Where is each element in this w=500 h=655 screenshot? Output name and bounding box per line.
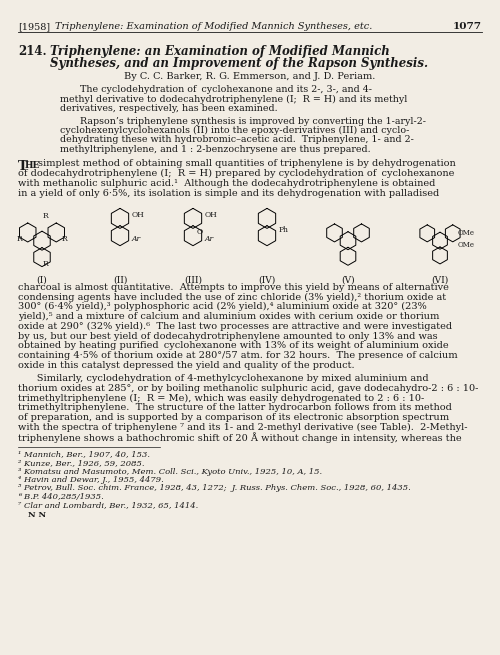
Text: (V): (V)	[341, 276, 355, 285]
Text: oxide in this catalyst depressed the yield and quality of the product.: oxide in this catalyst depressed the yie…	[18, 361, 354, 370]
Text: OH: OH	[205, 212, 218, 219]
Text: ⁵ Petrov, Bull. Soc. chim. France, 1928, 43, 1272;  J. Russ. Phys. Chem. Soc., 1: ⁵ Petrov, Bull. Soc. chim. France, 1928,…	[18, 485, 411, 493]
Text: (I): (I)	[36, 276, 48, 285]
Text: Triphenylene: Examination of Modified Mannich Syntheses, etc.: Triphenylene: Examination of Modified Ma…	[55, 22, 372, 31]
Text: of dodecahydrotriphenylene (I;  R = H) prepared by cyclodehydration of  cyclohex: of dodecahydrotriphenylene (I; R = H) pr…	[18, 169, 454, 178]
Text: (VI): (VI)	[432, 276, 448, 285]
Text: (III): (III)	[184, 276, 202, 285]
Text: ⁷ Clar and Lombardi, Ber., 1932, 65, 1414.: ⁷ Clar and Lombardi, Ber., 1932, 65, 141…	[18, 502, 198, 510]
Text: 1077: 1077	[453, 22, 482, 31]
Text: derivatives, respectively, has been examined.: derivatives, respectively, has been exam…	[60, 104, 278, 113]
Text: with methanolic sulphuric acid.¹  Although the dodecahydrotriphenylene is obtain: with methanolic sulphuric acid.¹ Althoug…	[18, 179, 436, 188]
Text: OMe: OMe	[458, 241, 474, 249]
Text: yield),⁵ and a mixture of calcium and aluminium oxides with cerium oxide or thor: yield),⁵ and a mixture of calcium and al…	[18, 312, 440, 321]
Text: [1958]: [1958]	[18, 22, 50, 31]
Text: R: R	[17, 234, 22, 243]
Text: R: R	[42, 260, 48, 268]
Text: O: O	[197, 228, 203, 236]
Text: containing 4·5% of thorium oxide at 280°/57 atm. for 32 hours.  The presence of : containing 4·5% of thorium oxide at 280°…	[18, 351, 458, 360]
Text: simplest method of obtaining small quantities of triphenylene is by dehydrogenat: simplest method of obtaining small quant…	[38, 160, 456, 168]
Text: HE: HE	[25, 160, 40, 170]
Text: ³ Komatsu and Masumoto, Mem. Coll. Sci., Kyoto Univ., 1925, 10, A, 15.: ³ Komatsu and Masumoto, Mem. Coll. Sci.,…	[18, 468, 322, 476]
Text: thorium oxides at 285°, or by boiling methanolic sulphuric acid, gave dodecahydr: thorium oxides at 285°, or by boiling me…	[18, 384, 478, 393]
Text: R: R	[42, 212, 48, 220]
Text: methyltriphenylene, and 1 : 2-benzochrysene are thus prepared.: methyltriphenylene, and 1 : 2-benzochrys…	[60, 145, 370, 154]
Text: (II): (II)	[113, 276, 127, 285]
Text: 214.: 214.	[18, 45, 46, 58]
Text: T: T	[18, 160, 28, 172]
Text: triphenylene shows a bathochromic shift of 20 Å without change in intensity, whe: triphenylene shows a bathochromic shift …	[18, 433, 462, 443]
Text: Triphenylene: an Examination of Modified Mannich: Triphenylene: an Examination of Modified…	[50, 45, 390, 58]
Text: by us, but our best yield of dodecahydrotriphenylene amounted to only 13% and wa: by us, but our best yield of dodecahydro…	[18, 331, 438, 341]
Text: ⁶ B.P. 440,285/1935.: ⁶ B.P. 440,285/1935.	[18, 493, 104, 501]
Text: ⁴ Havin and Dewar, J., 1955, 4479.: ⁴ Havin and Dewar, J., 1955, 4479.	[18, 476, 164, 484]
Text: Syntheses, and an Improvement of the Rapson Synthesis.: Syntheses, and an Improvement of the Rap…	[50, 57, 428, 70]
Text: of preparation, and is supported by a comparison of its electronic absorption sp: of preparation, and is supported by a co…	[18, 413, 449, 422]
Text: trimethyltriphenylene (I;  R = Me), which was easily dehydrogenated to 2 : 6 : 1: trimethyltriphenylene (I; R = Me), which…	[18, 394, 424, 403]
Text: By C. C. Barker, R. G. Emmerson, and J. D. Periam.: By C. C. Barker, R. G. Emmerson, and J. …	[124, 72, 376, 81]
Text: dehydrating these with hydrobromic–acetic acid.  Triphenylene, 1- and 2-: dehydrating these with hydrobromic–aceti…	[60, 136, 414, 145]
Text: (IV): (IV)	[258, 276, 276, 285]
Text: obtained by heating purified  cyclohexanone with 13% of its weight of aluminium : obtained by heating purified cyclohexano…	[18, 341, 448, 350]
Text: with the spectra of triphenylene ⁷ and its 1- and 2-methyl derivative (see Table: with the spectra of triphenylene ⁷ and i…	[18, 423, 468, 432]
Text: charcoal is almost quantitative.  Attempts to improve this yield by means of alt: charcoal is almost quantitative. Attempt…	[18, 283, 449, 291]
Text: ² Kunze, Ber., 1926, 59, 2085.: ² Kunze, Ber., 1926, 59, 2085.	[18, 459, 144, 467]
Text: in a yield of only 6·5%, its isolation is simple and its dehydrogenation with pa: in a yield of only 6·5%, its isolation i…	[18, 189, 440, 198]
Text: cyclohexenylcyclohexanols (II) into the epoxy-derivatives (III) and cyclo-: cyclohexenylcyclohexanols (II) into the …	[60, 126, 410, 135]
Text: Rapson’s triphenylene synthesis is improved by converting the 1-aryl-2-: Rapson’s triphenylene synthesis is impro…	[80, 117, 426, 126]
Text: Ar: Ar	[132, 234, 141, 243]
Text: oxide at 290° (32% yield).⁶  The last two processes are attractive and were inve: oxide at 290° (32% yield).⁶ The last two…	[18, 322, 452, 331]
Text: ¹ Mannich, Ber., 1907, 40, 153.: ¹ Mannich, Ber., 1907, 40, 153.	[18, 451, 150, 458]
Text: 300° (6·4% yield),³ polyphosphoric acid (2% yield),⁴ aluminium oxide at 320° (23: 300° (6·4% yield),³ polyphosphoric acid …	[18, 303, 427, 311]
Text: trimethyltriphenylene.  The structure of the latter hydrocarbon follows from its: trimethyltriphenylene. The structure of …	[18, 403, 452, 412]
Text: Similarly, cyclodehydration of 4-methylcyclohexanone by mixed aluminium and: Similarly, cyclodehydration of 4-methylc…	[18, 374, 428, 383]
Text: OH: OH	[132, 212, 145, 219]
Text: condensing agents have included the use of zinc chloride (3% yield),² thorium ox: condensing agents have included the use …	[18, 293, 446, 301]
Text: Ar: Ar	[205, 234, 214, 243]
Text: OMe: OMe	[458, 229, 474, 237]
Text: R: R	[62, 234, 67, 243]
Text: The cyclodehydration of  cyclohexanone and its 2-, 3-, and 4-: The cyclodehydration of cyclohexanone an…	[80, 85, 372, 94]
Text: methyl derivative to dodecahydrotriphenylene (I;  R = H) and its methyl: methyl derivative to dodecahydrotripheny…	[60, 94, 408, 103]
Text: N N: N N	[28, 511, 46, 519]
Text: Ph: Ph	[279, 226, 289, 234]
